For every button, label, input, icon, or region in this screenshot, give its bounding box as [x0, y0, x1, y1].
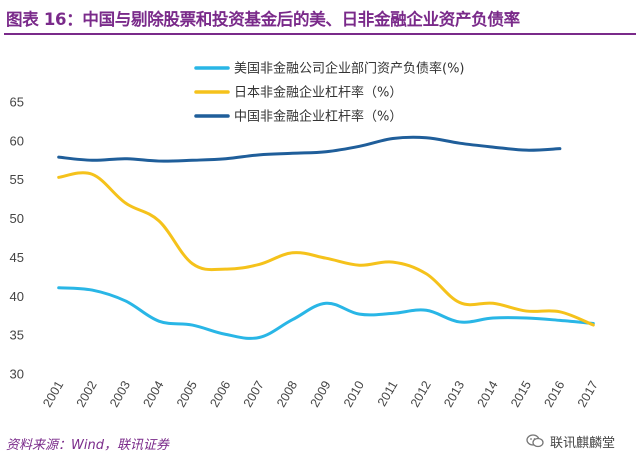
x-tick-label: 2006 — [207, 378, 233, 409]
x-tick-label: 2016 — [541, 378, 567, 409]
x-tick-label: 2012 — [408, 378, 434, 409]
x-tick-label: 2013 — [441, 378, 467, 409]
x-tick-label: 2009 — [308, 378, 334, 409]
y-tick-label: 55 — [10, 172, 24, 187]
chart-title: 图表 16：中国与剔除股票和投资基金后的美、日非金融企业资产负债率 — [6, 10, 520, 29]
x-tick-label: 2011 — [375, 378, 401, 408]
series-lines — [57, 135, 595, 340]
y-tick-label: 60 — [10, 133, 24, 148]
y-tick-label: 45 — [10, 250, 24, 265]
y-tick-label: 30 — [10, 367, 24, 382]
legend-item-japan: 日本非金融企业杠杆率（%） — [194, 85, 402, 101]
watermark-text: 联讯麒麟堂 — [550, 435, 616, 451]
x-tick-label: 2015 — [508, 378, 534, 409]
x-tick-label: 2003 — [107, 378, 133, 409]
legend-label: 中国非金融企业杠杆率（%） — [234, 109, 402, 125]
x-tick-label: 2008 — [274, 378, 300, 409]
legend-item-us: 美国非金融公司企业部门资产负债率(%) — [194, 61, 465, 77]
y-axis: 30 35 40 45 50 55 60 65 — [10, 95, 24, 382]
y-tick-label: 50 — [10, 211, 24, 226]
watermark: 联讯麒麟堂 — [526, 430, 615, 452]
source-note: 资料来源：Wind，联讯证券 — [6, 438, 169, 453]
x-tick-label: 2007 — [241, 378, 267, 409]
x-tick-label: 2014 — [475, 378, 501, 409]
legend-label: 日本非金融企业杠杆率（%） — [234, 85, 402, 101]
x-tick-label: 2001 — [40, 378, 66, 409]
x-axis: 2001 2002 2003 2004 2005 2006 2007 2008 2009 2010… — [40, 378, 601, 409]
y-tick-label: 35 — [10, 328, 24, 343]
x-tick-label: 2005 — [174, 378, 200, 409]
us-series-line — [57, 286, 595, 340]
x-tick-label: 2017 — [575, 378, 601, 409]
legend: 美国非金融公司企业部门资产负债率(%) 日本非金融企业杠杆率（%） 中国非金融企业杠… — [194, 61, 465, 125]
legend-label: 美国非金融公司企业部门资产负债率(%) — [234, 61, 465, 77]
china-series-line — [57, 135, 562, 163]
y-tick-label: 40 — [10, 289, 24, 304]
x-tick-label: 2004 — [141, 378, 167, 409]
x-tick-label: 2002 — [74, 378, 100, 409]
title-underline — [4, 33, 636, 35]
japan-series-line — [57, 171, 595, 327]
legend-item-china: 中国非金融企业杠杆率（%） — [194, 109, 402, 125]
wechat-icon — [526, 434, 544, 448]
x-tick-label: 2010 — [341, 378, 367, 409]
y-tick-label: 65 — [10, 95, 24, 110]
